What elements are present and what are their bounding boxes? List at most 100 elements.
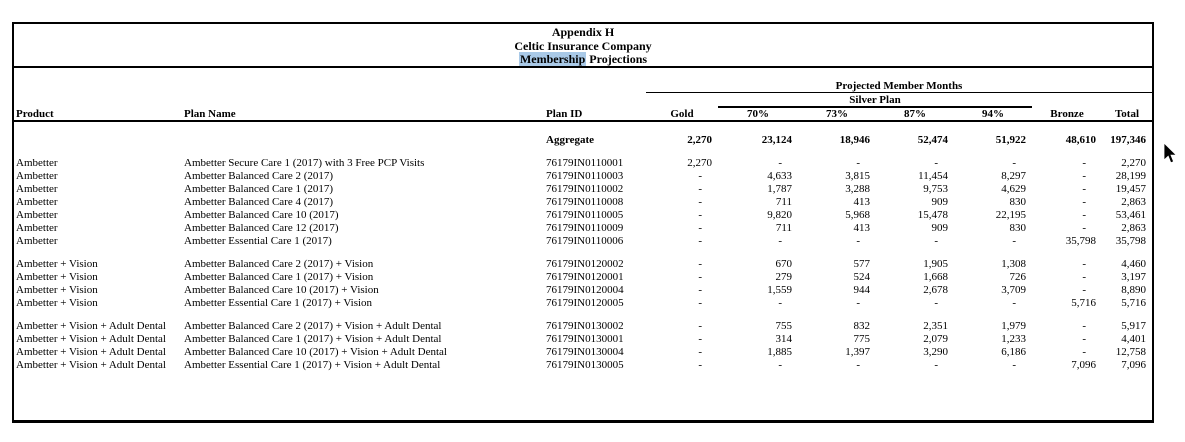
cell-plan-id: 76179IN0120001 xyxy=(546,271,624,283)
cell-gold: - xyxy=(698,333,702,345)
cell-plan-name: Ambetter Balanced Care 1 (2017) + Vision xyxy=(184,271,374,283)
table-row: Ambetter Ambetter Balanced Care 1 (2017) 7… xyxy=(14,183,1152,196)
cell-87pct: 11,454 xyxy=(918,170,948,182)
cell-73pct: - xyxy=(856,157,860,169)
cell-gold: - xyxy=(698,196,702,208)
cell-total: 197,346 xyxy=(1110,134,1147,146)
cell-plan-id: 76179IN0120002 xyxy=(546,258,624,270)
table-row: Ambetter + Vision Ambetter Balanced Care … xyxy=(14,284,1152,297)
header-group-row-1: Projected Member Months xyxy=(14,68,1153,93)
column-header-row: Product Plan Name Plan ID Gold 70% 73% 87% 94% B… xyxy=(14,107,1153,122)
cell-gold: - xyxy=(698,297,702,309)
aggregate-row: Aggregate 2,270 23,124 18,946 52,474 51,922 48… xyxy=(14,133,1152,147)
cell-plan-id: 76179IN0130002 xyxy=(546,320,624,332)
cell-total: 5,716 xyxy=(1121,297,1147,309)
cell-87pct: - xyxy=(934,157,938,169)
title-block: Appendix H Celtic Insurance Company Memb… xyxy=(14,24,1152,68)
cell-product: Ambetter xyxy=(16,235,58,247)
column-header-product: Product xyxy=(14,107,184,122)
mouse-cursor-icon xyxy=(1163,143,1178,164)
cell-total: 53,461 xyxy=(1115,209,1147,221)
cell-plan-name: Ambetter Essential Care 1 (2017) + Visio… xyxy=(184,359,441,371)
cell-total: 12,758 xyxy=(1115,346,1147,358)
cell-plan-name: Ambetter Balanced Care 4 (2017) xyxy=(184,196,334,208)
cell-bronze: - xyxy=(1082,271,1086,283)
cell-70pct: 711 xyxy=(775,196,792,208)
cell-70pct: - xyxy=(778,359,782,371)
cell-94pct: 51,922 xyxy=(995,134,1026,146)
cell-plan-name: Ambetter Essential Care 1 (2017) + Visio… xyxy=(184,297,373,309)
cell-bronze: 7,096 xyxy=(1071,359,1096,371)
cell-product: Ambetter xyxy=(16,222,58,234)
cell-70pct: 9,820 xyxy=(767,209,792,221)
appendix-title: Appendix H xyxy=(551,25,615,39)
cell-empty xyxy=(184,133,546,147)
cell-product: Ambetter + Vision + Adult Dental xyxy=(16,333,166,345)
column-header-87-: 87% xyxy=(876,107,954,122)
cell-bronze: - xyxy=(1082,209,1086,221)
cell-gold: - xyxy=(698,320,702,332)
column-header-bronze: Bronze xyxy=(1032,107,1102,122)
spacer-row xyxy=(14,121,1152,133)
cell-total: 2,863 xyxy=(1121,196,1147,208)
cell-94pct: 1,979 xyxy=(1001,320,1026,332)
cell-product: Ambetter + Vision xyxy=(16,284,98,296)
cell-gold: - xyxy=(698,222,702,234)
cell-70pct: 279 xyxy=(775,271,793,283)
table-row: Ambetter + Vision Ambetter Balanced Care … xyxy=(14,258,1152,271)
cell-bronze: - xyxy=(1082,157,1086,169)
cell-87pct: - xyxy=(934,297,938,309)
cell-70pct: 314 xyxy=(775,333,793,345)
company-title: Celtic Insurance Company xyxy=(514,38,652,53)
column-header-plan-name: Plan Name xyxy=(184,107,546,122)
cell-70pct: - xyxy=(778,297,782,309)
cell-product: Ambetter + Vision + Adult Dental xyxy=(16,320,166,332)
cell-bronze: 35,798 xyxy=(1065,235,1096,247)
cell-73pct: 413 xyxy=(853,222,871,234)
cell-87pct: 52,474 xyxy=(917,134,948,146)
cell-87pct: 15,478 xyxy=(917,209,948,221)
cell-product: Ambetter + Vision xyxy=(16,297,98,309)
cell-total: 4,460 xyxy=(1121,258,1147,270)
table-row: Ambetter + Vision Ambetter Balanced Care … xyxy=(14,271,1152,284)
cell-94pct: 726 xyxy=(1009,271,1027,283)
column-header-total: Total xyxy=(1102,107,1153,122)
cell-94pct: 6,186 xyxy=(1001,346,1026,358)
cell-total: 2,863 xyxy=(1121,222,1147,234)
cell-bronze: - xyxy=(1082,320,1086,332)
cell-total: 7,096 xyxy=(1121,359,1147,371)
cell-73pct: 18,946 xyxy=(839,134,870,146)
membership-projections-table: Projected Member Months Silver Plan Prod… xyxy=(14,68,1153,372)
cell-87pct: - xyxy=(934,359,938,371)
table-row: Ambetter + Vision + Adult Dental Ambetter… xyxy=(14,320,1152,333)
cell-bronze: - xyxy=(1082,284,1086,296)
table-row: Ambetter Ambetter Essential Care 1 (2017)… xyxy=(14,235,1152,248)
cell-94pct: 3,709 xyxy=(1001,284,1026,296)
table-row: Ambetter Ambetter Balanced Care 10 (2017)… xyxy=(14,209,1152,222)
cell-plan-name: Ambetter Essential Care 1 (2017) xyxy=(184,235,332,247)
cell-product: Ambetter + Vision xyxy=(16,258,98,270)
cell-bronze: 48,610 xyxy=(1065,134,1096,146)
cell-70pct: 1,787 xyxy=(767,183,792,195)
cell-plan-name: Ambetter Balanced Care 1 (2017) xyxy=(184,183,334,195)
column-header-73-: 73% xyxy=(798,107,876,122)
table-row: Ambetter + Vision + Adult Dental Ambetter… xyxy=(14,333,1152,346)
cell-plan-name: Ambetter Balanced Care 2 (2017) xyxy=(184,170,334,182)
cell-bronze: - xyxy=(1082,170,1086,182)
cell-gold: 2,270 xyxy=(687,157,712,169)
cell-73pct: 577 xyxy=(853,258,871,270)
cell-94pct: - xyxy=(1012,235,1016,247)
cell-gold: - xyxy=(698,271,702,283)
cell-product: Ambetter + Vision xyxy=(16,271,98,283)
cell-plan-id: 76179IN0130001 xyxy=(546,333,624,345)
cell-plan-name: Ambetter Balanced Care 12 (2017) xyxy=(184,222,339,234)
cell-product: Ambetter xyxy=(16,196,58,208)
cell-product: Ambetter + Vision + Adult Dental xyxy=(16,359,166,371)
table-row: Ambetter + Vision + Adult Dental Ambetter… xyxy=(14,346,1152,359)
cell-bronze: - xyxy=(1082,333,1086,345)
cell-94pct: 8,297 xyxy=(1001,170,1026,182)
cell-87pct: 2,351 xyxy=(923,320,948,332)
cell-gold: - xyxy=(698,359,702,371)
cell-plan-id: 76179IN0110003 xyxy=(546,170,624,182)
cell-70pct: 670 xyxy=(775,258,793,270)
